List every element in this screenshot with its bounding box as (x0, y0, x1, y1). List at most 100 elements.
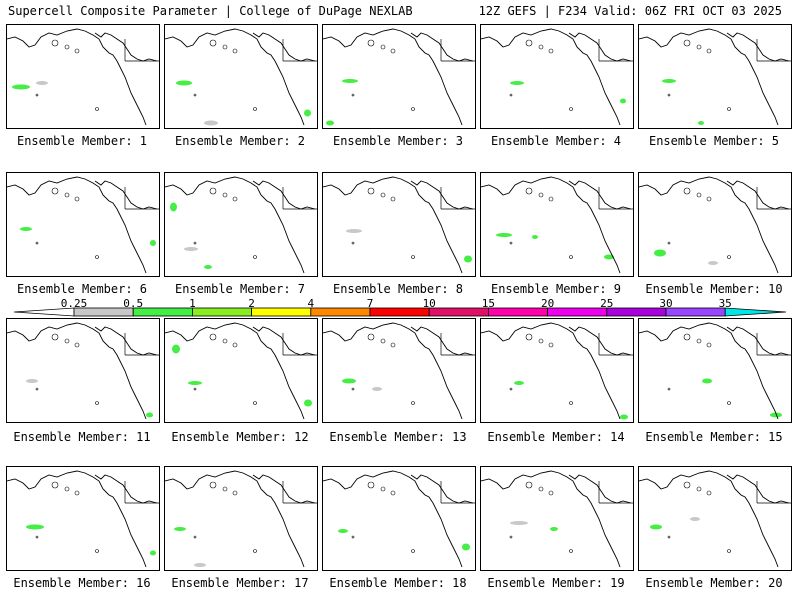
map-outline (7, 28, 159, 126)
scp-contour (304, 399, 312, 407)
island (51, 333, 59, 341)
member-caption: Ensemble Member: 5 (648, 134, 780, 148)
island (232, 48, 238, 54)
coastline (323, 470, 463, 568)
scp-contour (204, 120, 218, 126)
map-outline (7, 176, 159, 274)
map-panel-member-13 (322, 318, 476, 423)
map-outline (165, 470, 317, 568)
island (35, 535, 39, 539)
map-panel-member-3 (322, 24, 476, 129)
island (64, 44, 70, 50)
scp-contour (620, 414, 628, 420)
island (569, 549, 573, 553)
coastline-north (726, 326, 790, 356)
scp-contour (172, 344, 180, 354)
scp-contour (304, 109, 311, 117)
island (696, 192, 702, 198)
island (683, 333, 691, 341)
scp-contour (150, 550, 156, 556)
island (509, 387, 513, 391)
colorbar-tick-label: 4 (307, 297, 315, 310)
island (193, 387, 197, 391)
scp-contour (174, 527, 186, 531)
colorbar-tick-label: 35 (718, 297, 732, 310)
island (538, 44, 544, 50)
island (367, 187, 375, 195)
member-caption: Ensemble Member: 2 (174, 134, 306, 148)
island (548, 342, 554, 348)
island (253, 401, 257, 405)
member-caption: Ensemble Member: 3 (332, 134, 464, 148)
map-outline (481, 322, 633, 420)
island (548, 48, 554, 54)
scp-contour (464, 255, 472, 263)
island (209, 187, 217, 195)
coastline (639, 28, 779, 126)
island (51, 187, 59, 195)
member-caption: Ensemble Member: 13 (329, 430, 467, 444)
coastline (639, 470, 779, 568)
coastline-north (726, 32, 790, 62)
island (509, 93, 513, 97)
scp-contour (510, 81, 524, 85)
scp-contour (698, 121, 704, 125)
coastline (7, 322, 147, 420)
map-outline (639, 28, 791, 126)
island (95, 401, 99, 405)
scp-contour (620, 98, 626, 104)
member-caption: Ensemble Member: 15 (645, 430, 783, 444)
island (380, 486, 386, 492)
island (74, 342, 80, 348)
island (525, 481, 533, 489)
island (74, 490, 80, 496)
scp-contour (604, 254, 614, 260)
island (95, 255, 99, 259)
map-panel-member-4 (480, 24, 634, 129)
colorbar-segment (665, 307, 726, 317)
island (193, 535, 197, 539)
coastline-north (726, 180, 790, 210)
island (411, 255, 415, 259)
coastline (7, 470, 147, 568)
scp-contour (770, 412, 782, 418)
map-panel-member-14 (480, 318, 634, 423)
member-caption: Ensemble Member: 12 (171, 430, 309, 444)
map-panel-member-2 (164, 24, 318, 129)
scp-contour (20, 227, 32, 231)
map-panel-member-10 (638, 172, 792, 277)
island (548, 196, 554, 202)
island (64, 338, 70, 344)
coastline (165, 470, 305, 568)
island (253, 107, 257, 111)
island (35, 93, 39, 97)
coastline-north (410, 32, 474, 62)
coastline (7, 28, 147, 126)
scp-contour (146, 412, 153, 418)
island (569, 255, 573, 259)
map-outline (323, 28, 475, 126)
island (390, 342, 396, 348)
coastline-north (252, 474, 316, 504)
island (253, 549, 257, 553)
scp-contour (36, 81, 48, 85)
island (222, 486, 228, 492)
island (380, 44, 386, 50)
coastline-north (568, 326, 632, 356)
island (727, 107, 731, 111)
colorbar-tick-label: 20 (540, 297, 555, 310)
coastline-north (410, 326, 474, 356)
coastline-north (94, 326, 158, 356)
map-outline (7, 470, 159, 568)
island (538, 486, 544, 492)
island (727, 255, 731, 259)
scp-contour (650, 524, 662, 530)
scp-contour (204, 265, 212, 269)
island (64, 486, 70, 492)
colorbar-segment (487, 307, 548, 317)
island (706, 48, 712, 54)
map-outline (481, 470, 633, 568)
colorbar-high-cap (724, 307, 787, 317)
island (222, 192, 228, 198)
island (51, 39, 59, 47)
